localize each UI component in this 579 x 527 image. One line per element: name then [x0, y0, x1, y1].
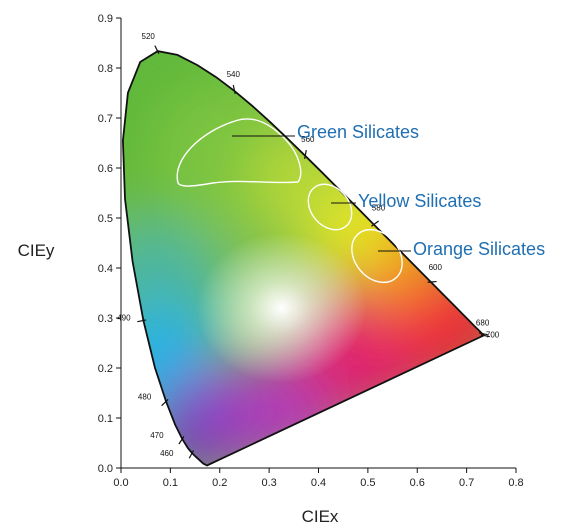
wavelength-label-680: 680	[476, 319, 490, 328]
region-label: Green Silicates	[297, 122, 419, 142]
yellow-silicates-region	[307, 183, 353, 231]
wavelength-label-700: 700	[486, 331, 500, 340]
wavelength-label-490: 490	[117, 314, 131, 323]
wavelength-label-540: 540	[227, 70, 241, 79]
x-axis-ticks: 0.0 0.1 0.2 0.3 0.4 0.5 0.6 0.7 0.8	[113, 468, 524, 489]
x-tick-label: 0.7	[459, 477, 474, 489]
x-tick-label: 0.1	[163, 477, 178, 489]
x-tick-label: 0.2	[212, 477, 227, 489]
x-tick-label: 0.5	[360, 477, 375, 489]
y-axis-title: CIEy	[18, 241, 55, 260]
wavelength-label-600: 600	[429, 263, 443, 272]
wavelength-tick	[178, 436, 185, 445]
white-point-glow	[196, 233, 367, 383]
gamut-blob	[248, 128, 349, 228]
wavelength-tick	[188, 450, 195, 459]
y-tick-label: 0.8	[98, 63, 113, 75]
region-label: Yellow Silicates	[358, 191, 481, 211]
wavelength-tick	[304, 149, 307, 160]
wavelength-tick	[371, 220, 380, 227]
wavelength-tick	[161, 398, 169, 407]
wavelength-label-470: 470	[150, 431, 164, 440]
y-tick-label: 0.9	[98, 13, 113, 25]
x-axis-title: CIEx	[302, 507, 339, 526]
y-tick-label: 0.2	[98, 363, 113, 375]
wavelength-label-460: 460	[160, 449, 174, 458]
y-tick-label: 0.5	[98, 213, 113, 225]
wavelength-tick	[480, 334, 490, 338]
wavelength-label-520: 520	[142, 32, 156, 41]
wavelength-label-580: 580	[372, 204, 386, 213]
green-silicates-region	[176, 118, 302, 187]
y-tick-label: 0.3	[98, 313, 113, 325]
x-tick-label: 0.4	[311, 477, 326, 489]
silicate-regions: Green Silicates Yellow Silicates Orange Si…	[176, 118, 545, 284]
wavelength-tick	[478, 332, 488, 336]
x-tick-label: 0.8	[508, 477, 523, 489]
wavelength-tick	[232, 85, 236, 95]
y-tick-label: 0.1	[98, 413, 113, 425]
wavelength-tick	[137, 319, 147, 323]
x-tick-label: 0.0	[113, 477, 128, 489]
wavelength-tick	[154, 45, 160, 54]
x-tick-label: 0.6	[410, 477, 425, 489]
y-axis-ticks: 0.0 0.1 0.2 0.3 0.4 0.5 0.6 0.7 0.8 0.9	[98, 13, 121, 475]
wavelength-label-560: 560	[301, 135, 315, 144]
orange-silicates-region	[351, 228, 403, 284]
x-tick-label: 0.3	[261, 477, 276, 489]
y-tick-label: 0.4	[98, 263, 113, 275]
region-label: Orange Silicates	[413, 239, 545, 259]
wavelength-marks: 460 470 480 490 520 540 560 580 600 680 700	[117, 32, 500, 459]
y-tick-label: 0.6	[98, 163, 113, 175]
y-tick-label: 0.7	[98, 113, 113, 125]
wavelength-label-480: 480	[138, 393, 152, 402]
wavelength-tick	[427, 280, 437, 283]
y-tick-label: 0.0	[98, 463, 113, 475]
